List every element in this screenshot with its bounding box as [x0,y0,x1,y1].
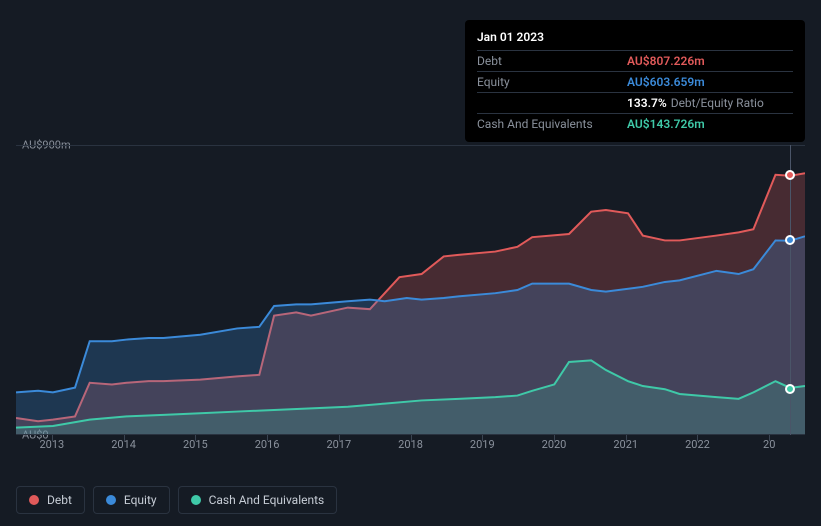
tooltip-row-value: AU$143.726m [627,117,705,131]
x-axis-tick: 2015 [159,438,231,451]
marker-dot-equity [785,235,795,245]
chart-plot-area[interactable] [16,145,805,435]
tooltip-row: Cash And EquivalentsAU$143.726m [477,113,793,134]
marker-dot-debt [785,170,795,180]
legend-item-debt[interactable]: Debt [16,486,85,514]
x-axis-tick: 2013 [16,438,88,451]
legend-item-cash-and-equivalents[interactable]: Cash And Equivalents [178,486,338,514]
marker-dot-cash-and-equivalents [785,384,795,394]
x-axis-tick: 2018 [375,438,447,451]
tooltip-date: Jan 01 2023 [477,28,793,50]
legend-label: Equity [124,493,157,507]
legend-label: Cash And Equivalents [209,493,325,507]
tooltip-row: 133.7%Debt/Equity Ratio [477,92,793,113]
tooltip-row-value: 133.7%Debt/Equity Ratio [627,96,764,110]
x-axis-tick: 2016 [231,438,303,451]
legend-swatch [191,495,201,505]
legend-swatch [29,495,39,505]
tooltip-row-label: Equity [477,75,627,89]
legend-label: Debt [47,493,72,507]
debt-equity-chart: AU$900m AU$0 201320142015201620172018201… [16,120,805,470]
legend-item-equity[interactable]: Equity [93,486,170,514]
x-axis-tick: 2020 [518,438,590,451]
x-axis-tick: 2022 [662,438,734,451]
tooltip-row-label [477,96,627,110]
x-axis-tick: 2017 [303,438,375,451]
x-axis-tick: 2014 [88,438,160,451]
x-axis-tick: 2019 [446,438,518,451]
tooltip-row: EquityAU$603.659m [477,71,793,92]
x-axis-tick: 20 [733,438,805,451]
x-axis: 2013201420152016201720182019202020212022… [16,438,805,451]
legend-swatch [106,495,116,505]
chart-legend: Debt Equity Cash And Equivalents [16,486,337,514]
tooltip-row-value: AU$603.659m [627,75,705,89]
tooltip-row-suffix: Debt/Equity Ratio [671,96,764,110]
tooltip-row-label: Debt [477,54,627,68]
chart-tooltip: Jan 01 2023 DebtAU$807.226mEquityAU$603.… [465,20,805,142]
tooltip-row-label: Cash And Equivalents [477,117,627,131]
x-axis-tick: 2021 [590,438,662,451]
tooltip-row: DebtAU$807.226m [477,50,793,71]
tooltip-row-value: AU$807.226m [627,54,705,68]
